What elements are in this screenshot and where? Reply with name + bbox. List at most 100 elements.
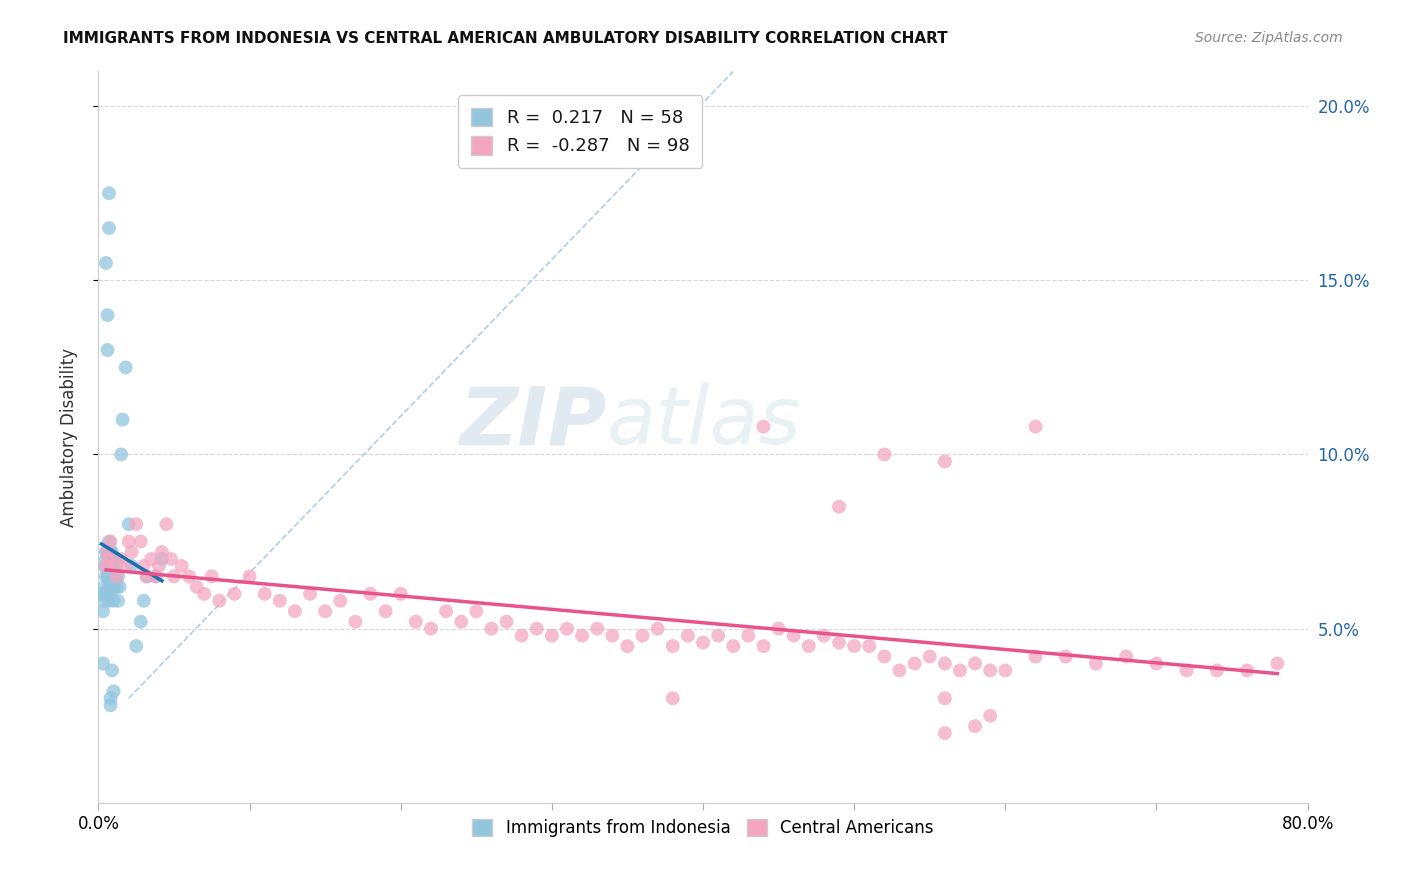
Point xyxy=(1236,664,1258,678)
Point xyxy=(889,664,911,678)
Point xyxy=(114,558,136,573)
Point xyxy=(118,534,141,549)
Point xyxy=(94,569,117,583)
Point xyxy=(96,343,118,357)
Point xyxy=(155,517,177,532)
Point xyxy=(91,604,114,618)
Point xyxy=(148,558,170,573)
Point xyxy=(374,604,396,618)
Point xyxy=(571,629,593,643)
Point xyxy=(420,622,443,636)
Point xyxy=(949,664,972,678)
Point xyxy=(98,534,121,549)
Point xyxy=(129,615,152,629)
Point xyxy=(510,629,533,643)
Point xyxy=(105,580,128,594)
Point xyxy=(208,594,231,608)
Point xyxy=(93,580,115,594)
Point xyxy=(96,558,118,573)
Point xyxy=(647,622,669,636)
Point xyxy=(132,558,155,573)
Point xyxy=(100,545,122,559)
Point xyxy=(94,552,117,566)
Point xyxy=(934,691,956,706)
Point xyxy=(129,534,152,549)
Point xyxy=(344,615,367,629)
Point xyxy=(979,708,1001,723)
Point xyxy=(170,558,193,573)
Point xyxy=(526,622,548,636)
Point xyxy=(299,587,322,601)
Point xyxy=(96,545,118,559)
Point xyxy=(873,649,896,664)
Point xyxy=(450,615,472,629)
Point xyxy=(96,587,118,601)
Point xyxy=(1267,657,1289,671)
Point xyxy=(98,552,121,566)
Point xyxy=(98,221,121,235)
Point xyxy=(104,569,127,583)
Point xyxy=(783,629,806,643)
Point xyxy=(100,691,122,706)
Point xyxy=(94,558,117,573)
Point xyxy=(110,448,132,462)
Point xyxy=(329,594,352,608)
Point xyxy=(873,448,896,462)
Point xyxy=(1115,649,1137,664)
Point xyxy=(934,726,956,740)
Point xyxy=(224,587,246,601)
Point xyxy=(121,558,143,573)
Point xyxy=(1144,657,1167,671)
Point xyxy=(495,615,517,629)
Point xyxy=(91,657,114,671)
Point xyxy=(103,594,125,608)
Point xyxy=(118,517,141,532)
Point xyxy=(98,580,121,594)
Point xyxy=(904,657,927,671)
Point xyxy=(94,256,117,270)
Point xyxy=(141,552,163,566)
Point xyxy=(132,594,155,608)
Point xyxy=(253,587,276,601)
Point xyxy=(602,629,624,643)
Point xyxy=(101,580,124,594)
Point xyxy=(828,500,851,514)
Point xyxy=(103,684,125,698)
Point xyxy=(179,569,201,583)
Point xyxy=(125,517,148,532)
Point xyxy=(94,587,117,601)
Point xyxy=(844,639,866,653)
Point xyxy=(163,569,186,583)
Point xyxy=(100,534,122,549)
Point xyxy=(101,558,124,573)
Y-axis label: Ambulatory Disability: Ambulatory Disability xyxy=(59,348,77,526)
Point xyxy=(103,558,125,573)
Point xyxy=(103,580,125,594)
Point xyxy=(797,639,820,653)
Point xyxy=(752,639,775,653)
Point xyxy=(107,569,129,583)
Point xyxy=(98,594,121,608)
Point xyxy=(934,454,956,468)
Point xyxy=(934,657,956,671)
Point xyxy=(1054,649,1077,664)
Point xyxy=(104,552,127,566)
Point xyxy=(186,580,208,594)
Legend: Immigrants from Indonesia, Central Americans: Immigrants from Indonesia, Central Ameri… xyxy=(464,811,942,846)
Point xyxy=(105,569,128,583)
Point xyxy=(1085,657,1108,671)
Point xyxy=(121,545,143,559)
Point xyxy=(201,569,224,583)
Point xyxy=(284,604,307,618)
Point xyxy=(918,649,941,664)
Point xyxy=(108,580,131,594)
Text: Source: ZipAtlas.com: Source: ZipAtlas.com xyxy=(1195,31,1343,45)
Point xyxy=(145,569,167,583)
Point xyxy=(1206,664,1229,678)
Point xyxy=(135,569,157,583)
Point xyxy=(101,569,124,583)
Point xyxy=(1175,664,1198,678)
Point xyxy=(965,657,987,671)
Point xyxy=(193,587,215,601)
Point xyxy=(676,629,699,643)
